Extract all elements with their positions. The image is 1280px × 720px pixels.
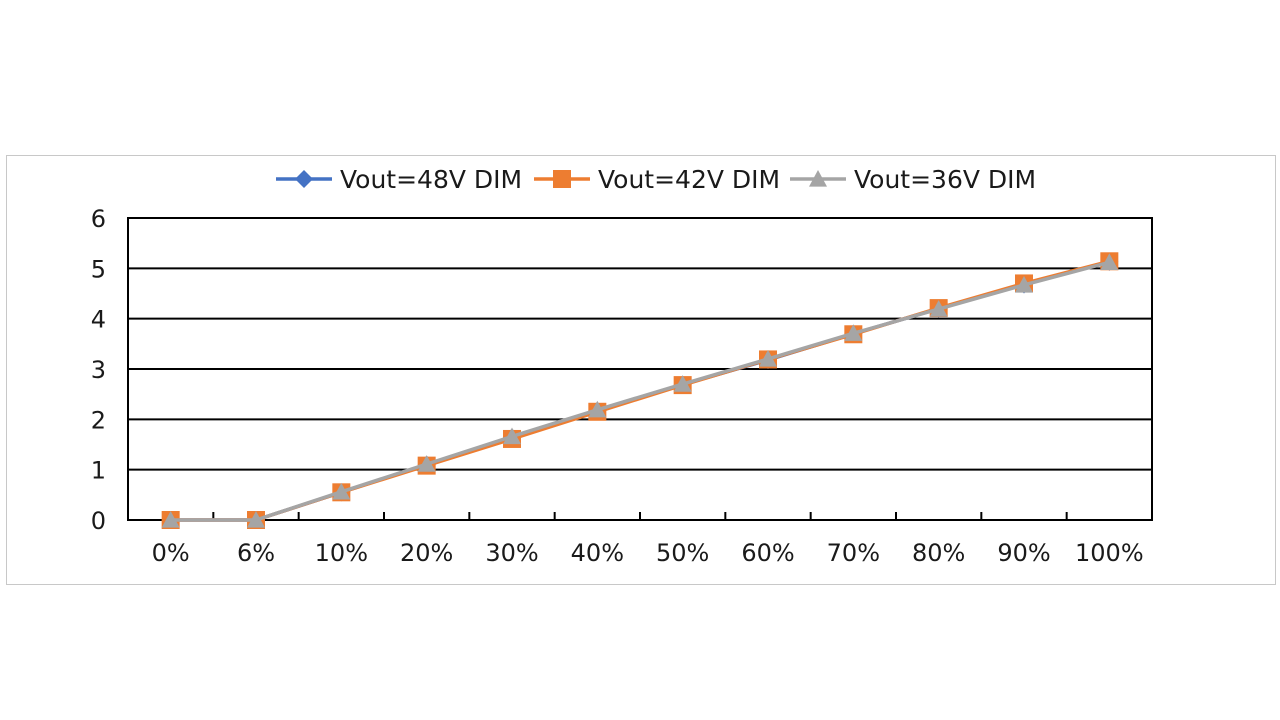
- triangle-marker: [673, 375, 692, 392]
- triangle-marker: [588, 400, 607, 418]
- legend: Vout=48V DIM Vout=42V DIM Vout=36V DIM: [276, 165, 1036, 194]
- x-tick-label: 50%: [656, 539, 709, 567]
- triangle-marker: [759, 349, 777, 367]
- series-vout-36v-dim: [161, 253, 1119, 528]
- y-tick-label: 1: [91, 457, 106, 485]
- gridlines: [127, 217, 1153, 521]
- triangle-marker: [503, 427, 521, 445]
- x-tick-label: 60%: [741, 539, 794, 567]
- x-tick-label: 40%: [571, 539, 624, 567]
- legend-label: Vout=42V DIM: [598, 165, 780, 194]
- y-tick-label: 5: [91, 255, 106, 283]
- x-tick-label: 80%: [912, 539, 965, 567]
- triangle-marker: [247, 511, 265, 528]
- legend-item: Vout=36V DIM: [790, 165, 1036, 194]
- triangle-marker: [809, 170, 827, 187]
- y-tick-label: 0: [91, 507, 106, 535]
- y-axis-labels: 0 1 2 3 4 5 6: [91, 205, 106, 535]
- x-tick-label: 6%: [237, 539, 275, 567]
- x-tick-label: 10%: [315, 539, 368, 567]
- x-tick-label: 0%: [152, 539, 190, 567]
- x-axis-labels: 0% 6% 10% 20% 30% 40% 50% 60% 70% 80% 90% 100%: [152, 539, 1144, 567]
- x-tick-label: 30%: [485, 539, 538, 567]
- x-tick-label: 100%: [1075, 539, 1144, 567]
- diamond-marker: [295, 170, 313, 188]
- y-tick-label: 6: [91, 205, 106, 233]
- triangle-marker: [929, 300, 948, 317]
- triangle-marker: [161, 511, 180, 528]
- legend-label: Vout=48V DIM: [340, 165, 522, 194]
- y-tick-label: 4: [91, 306, 106, 334]
- legend-label: Vout=36V DIM: [854, 165, 1036, 194]
- triangle-marker: [417, 455, 436, 472]
- series-lines: [161, 252, 1119, 529]
- legend-item: Vout=42V DIM: [534, 165, 780, 194]
- series-vout-48v-dim: [161, 252, 1119, 529]
- y-tick-label: 2: [91, 406, 106, 434]
- y-tick-label: 3: [91, 356, 106, 384]
- triangle-marker: [332, 482, 351, 500]
- triangle-marker: [1100, 253, 1119, 270]
- triangle-marker: [844, 324, 863, 341]
- series-line: [170, 260, 1110, 522]
- x-tick-label: 70%: [827, 539, 880, 567]
- square-marker: [553, 170, 571, 188]
- series-vout-42v-dim: [161, 252, 1119, 529]
- x-tick-label: 90%: [997, 539, 1050, 567]
- triangle-marker: [1015, 275, 1033, 293]
- x-tick-label: 20%: [400, 539, 453, 567]
- legend-item: Vout=48V DIM: [276, 165, 522, 194]
